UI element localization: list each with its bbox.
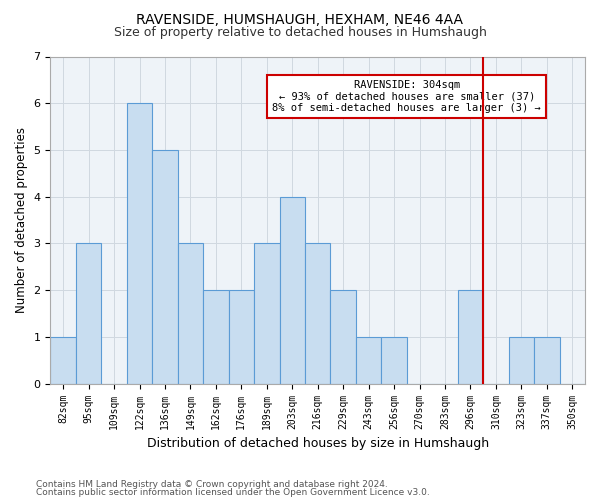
Bar bbox=[331, 290, 356, 384]
Text: Contains HM Land Registry data © Crown copyright and database right 2024.: Contains HM Land Registry data © Crown c… bbox=[36, 480, 388, 489]
Bar bbox=[509, 337, 534, 384]
Text: RAVENSIDE: 304sqm
← 93% of detached houses are smaller (37)
8% of semi-detached : RAVENSIDE: 304sqm ← 93% of detached hous… bbox=[272, 80, 541, 113]
Bar bbox=[50, 337, 76, 384]
Bar bbox=[127, 103, 152, 384]
Bar bbox=[382, 337, 407, 384]
Bar bbox=[203, 290, 229, 384]
Bar bbox=[356, 337, 382, 384]
X-axis label: Distribution of detached houses by size in Humshaugh: Distribution of detached houses by size … bbox=[146, 437, 489, 450]
Text: Size of property relative to detached houses in Humshaugh: Size of property relative to detached ho… bbox=[113, 26, 487, 39]
Text: Contains public sector information licensed under the Open Government Licence v3: Contains public sector information licen… bbox=[36, 488, 430, 497]
Y-axis label: Number of detached properties: Number of detached properties bbox=[15, 127, 28, 313]
Bar bbox=[76, 244, 101, 384]
Text: RAVENSIDE, HUMSHAUGH, HEXHAM, NE46 4AA: RAVENSIDE, HUMSHAUGH, HEXHAM, NE46 4AA bbox=[137, 12, 464, 26]
Bar bbox=[280, 196, 305, 384]
Bar bbox=[534, 337, 560, 384]
Bar bbox=[254, 244, 280, 384]
Bar bbox=[458, 290, 483, 384]
Bar bbox=[229, 290, 254, 384]
Bar bbox=[152, 150, 178, 384]
Bar bbox=[178, 244, 203, 384]
Bar bbox=[305, 244, 331, 384]
